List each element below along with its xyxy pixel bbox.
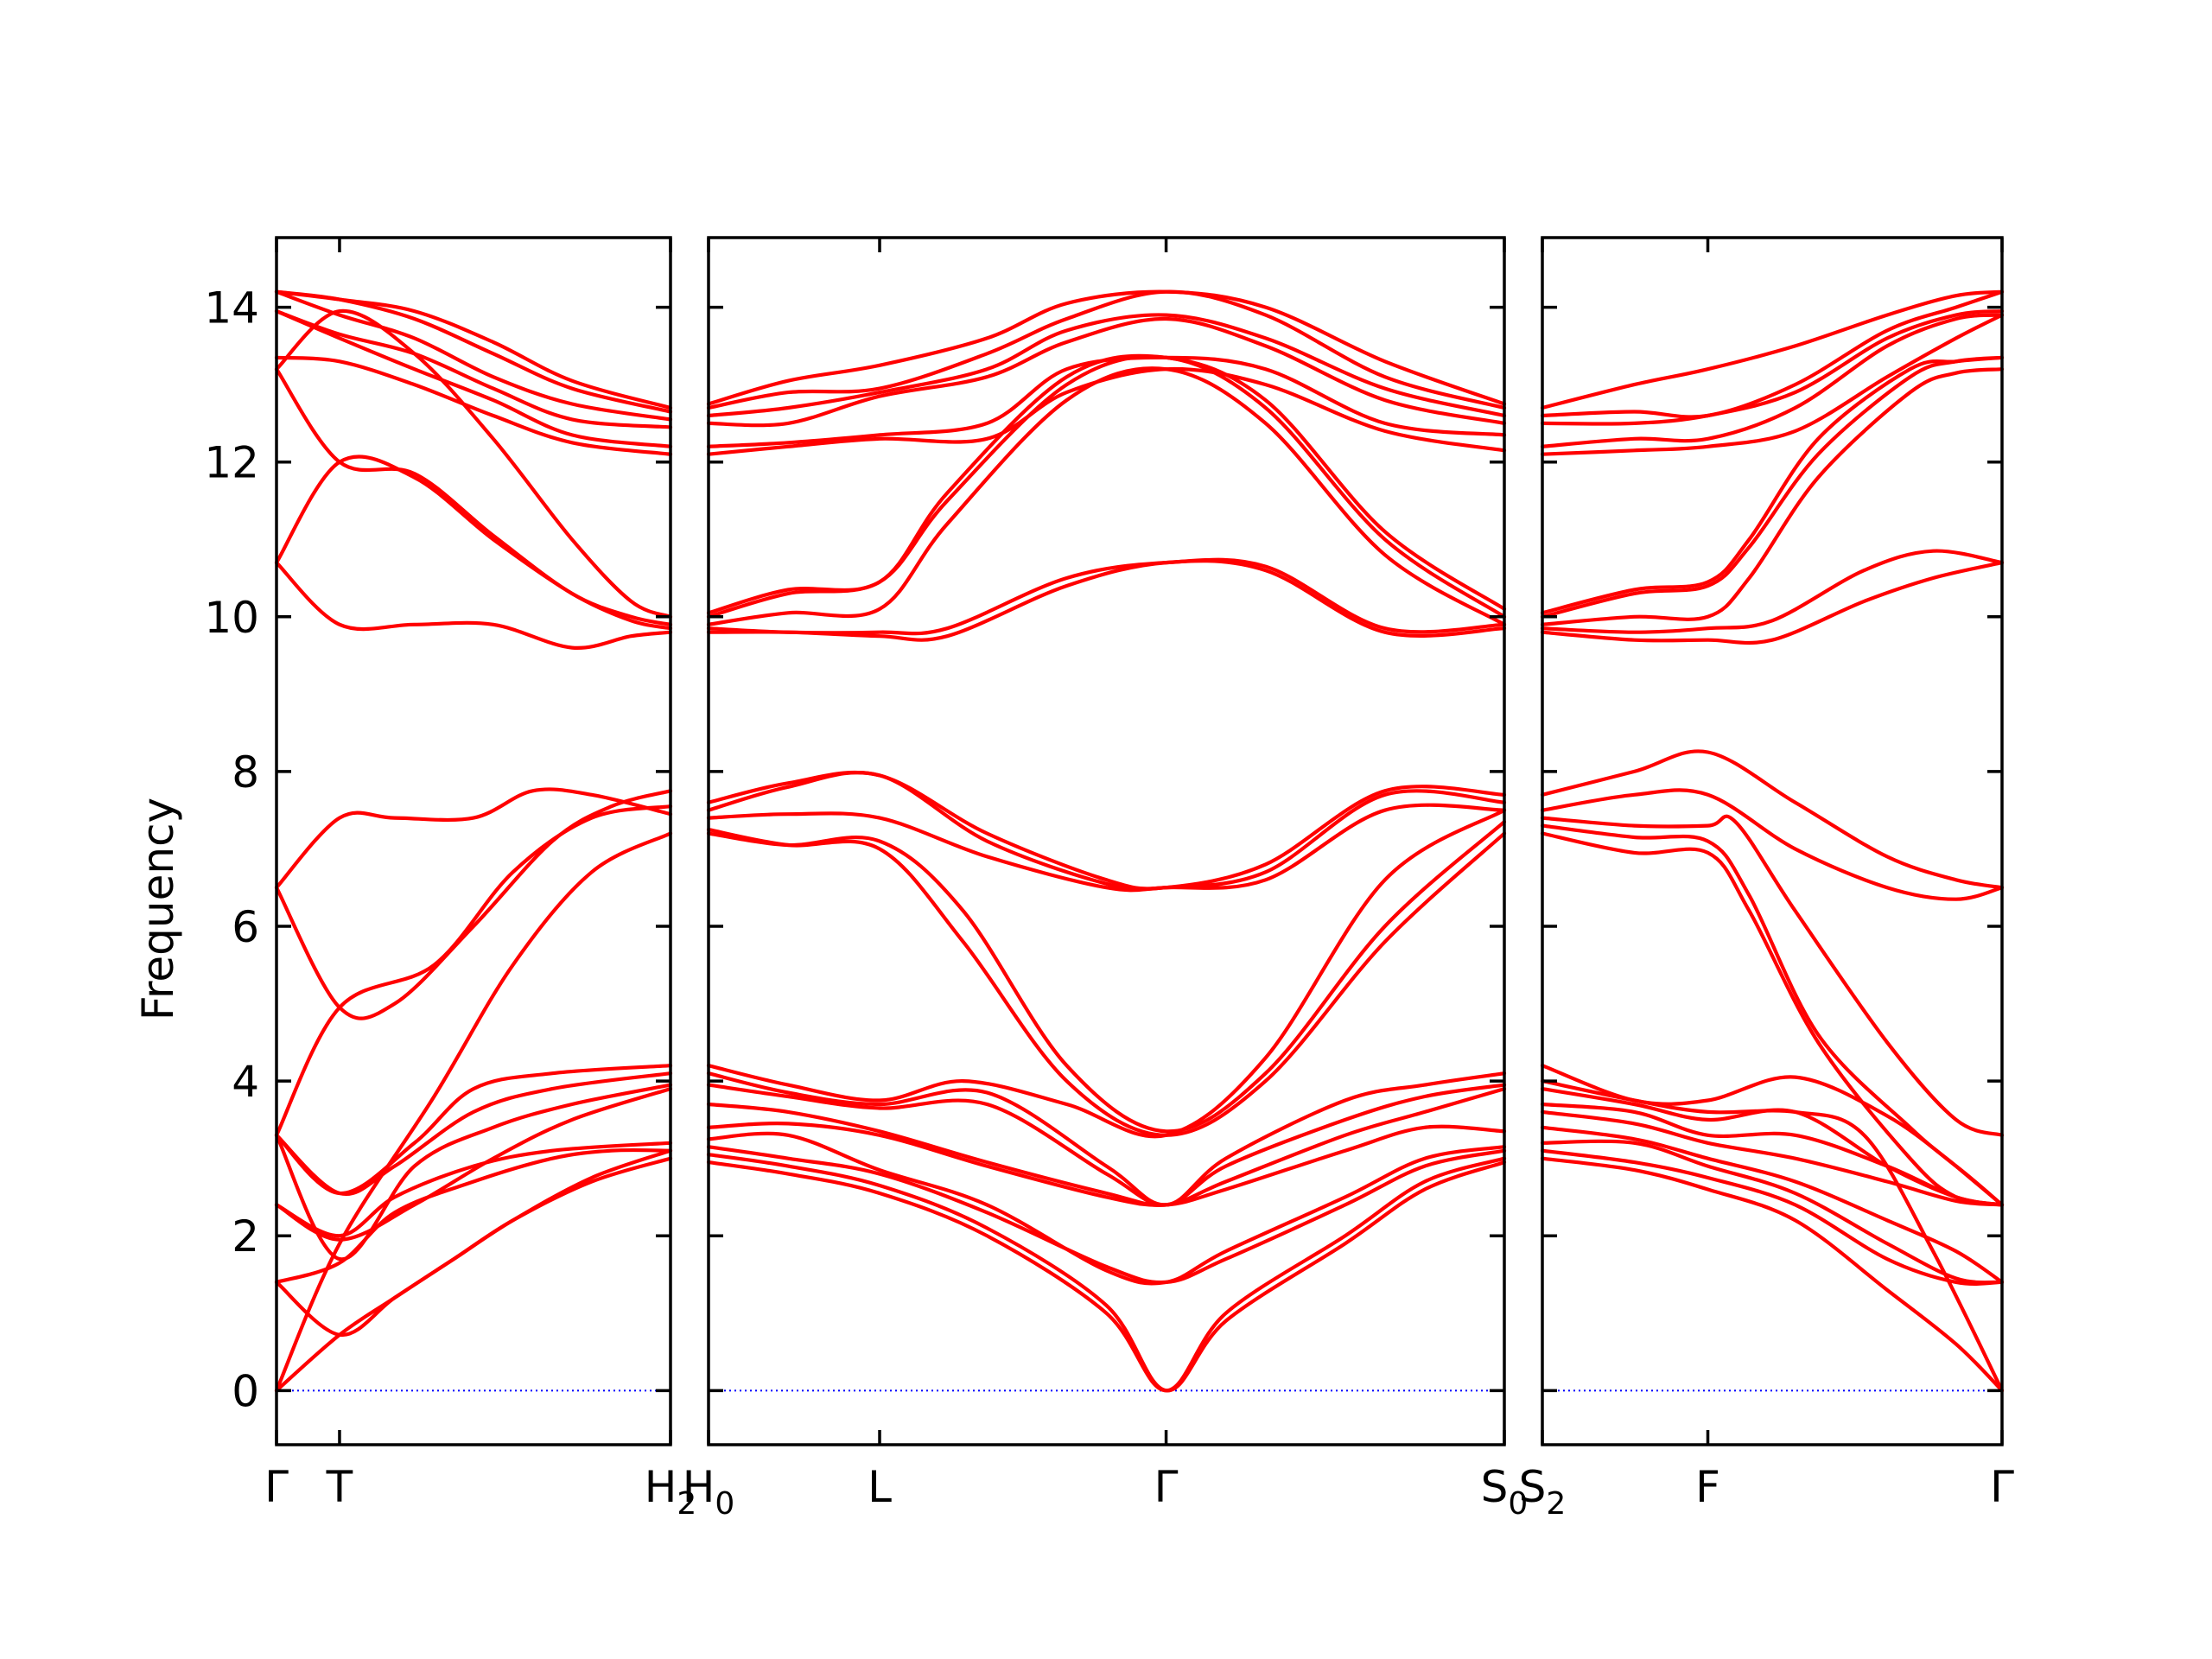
x-tick-label: L bbox=[868, 1462, 892, 1512]
x-tick-label: H2 bbox=[645, 1462, 697, 1522]
band-1 bbox=[1540, 1156, 2005, 1393]
band-20 bbox=[1540, 313, 2005, 456]
band-9 bbox=[706, 808, 1507, 1139]
band-25 bbox=[706, 289, 1507, 406]
band-1 bbox=[706, 1156, 1507, 1393]
band-2 bbox=[706, 1153, 1507, 1393]
band-19 bbox=[274, 309, 673, 429]
band-4 bbox=[274, 1141, 673, 1238]
y-tick-label: 0 bbox=[232, 1366, 259, 1416]
band-8 bbox=[1540, 1079, 2005, 1393]
band-12 bbox=[274, 789, 673, 1020]
band-7 bbox=[706, 1083, 1507, 1207]
band-3 bbox=[274, 1147, 673, 1284]
band-2 bbox=[274, 1148, 673, 1337]
band-4 bbox=[1540, 1125, 2005, 1284]
panel-s2-f-gamma: S2 F Γ bbox=[1519, 236, 2014, 1522]
x-tick-label: S2 bbox=[1519, 1462, 1567, 1522]
band-16 bbox=[1540, 549, 2005, 634]
band-20 bbox=[706, 366, 1507, 456]
band-11 bbox=[706, 820, 1507, 1134]
y-tick-label: 2 bbox=[232, 1211, 259, 1262]
x-tick-label: F bbox=[1695, 1462, 1720, 1512]
band-10 bbox=[706, 828, 1507, 1137]
y-tick-label: 12 bbox=[204, 438, 259, 488]
band-5 bbox=[1540, 1109, 2005, 1207]
band-10 bbox=[1540, 831, 2005, 1207]
band-22 bbox=[706, 316, 1507, 428]
band-23 bbox=[1540, 289, 2005, 419]
band-14 bbox=[1540, 749, 2005, 890]
band-22 bbox=[1540, 309, 2005, 426]
band-5 bbox=[274, 1087, 673, 1242]
band-17 bbox=[706, 366, 1507, 626]
band-17 bbox=[1540, 367, 2005, 626]
band-8 bbox=[706, 1071, 1507, 1207]
band-20 bbox=[274, 289, 673, 422]
y-axis-title: Frequency bbox=[133, 798, 183, 1020]
band-19 bbox=[706, 353, 1507, 615]
band-9 bbox=[274, 831, 673, 1393]
x-tick-label: Γ bbox=[264, 1462, 289, 1512]
band-6 bbox=[274, 1083, 673, 1262]
band-19 bbox=[1540, 355, 2005, 615]
band-12 bbox=[1540, 814, 2005, 1137]
band-17 bbox=[274, 355, 673, 456]
panel-frame bbox=[275, 236, 672, 1446]
band-3 bbox=[706, 1145, 1507, 1285]
band-14 bbox=[706, 770, 1507, 891]
band-15 bbox=[274, 367, 673, 626]
panel-h0-l-gamma-s0: H0 L Γ S0 bbox=[683, 236, 1529, 1522]
band-5 bbox=[706, 1122, 1507, 1207]
band-23 bbox=[706, 313, 1507, 418]
band-16 bbox=[274, 308, 673, 619]
band-3 bbox=[1540, 1139, 2005, 1285]
band-8 bbox=[274, 1064, 673, 1196]
y-tick-label: 14 bbox=[204, 283, 259, 334]
band-21 bbox=[1540, 313, 2005, 448]
panel-frame bbox=[707, 236, 1506, 1446]
band-11 bbox=[274, 787, 673, 890]
x-tick-label: T bbox=[326, 1462, 353, 1512]
band-21 bbox=[706, 355, 1507, 448]
band-6 bbox=[706, 1087, 1507, 1207]
y-tick-label: 8 bbox=[232, 747, 259, 798]
band-24 bbox=[706, 289, 1507, 410]
x-tick-label: Γ bbox=[1154, 1462, 1179, 1512]
panel-frame bbox=[1541, 236, 2004, 1446]
x-tick-label: Γ bbox=[1990, 1462, 2014, 1512]
y-tick-label: 6 bbox=[232, 902, 259, 952]
panel-gamma-t-h2: 0 2 4 6 8 10 12 14 Γ T H2 bbox=[204, 236, 697, 1522]
band-11 bbox=[1540, 823, 2005, 1207]
band-24 bbox=[1540, 289, 2005, 410]
x-tick-label: H0 bbox=[683, 1462, 735, 1522]
band-18 bbox=[274, 309, 673, 448]
y-tick-label: 10 bbox=[204, 593, 259, 643]
band-18 bbox=[1540, 355, 2005, 619]
band-2 bbox=[1540, 1148, 2005, 1286]
band-10 bbox=[274, 804, 673, 1137]
band-4 bbox=[706, 1131, 1507, 1286]
band-22 bbox=[274, 289, 673, 410]
x-tick-label: S0 bbox=[1481, 1462, 1529, 1522]
band-18 bbox=[706, 354, 1507, 619]
y-tick-label: 4 bbox=[232, 1057, 259, 1107]
band-14 bbox=[274, 454, 673, 631]
band-15 bbox=[1540, 561, 2005, 645]
band-13 bbox=[274, 561, 673, 650]
band-13 bbox=[1540, 788, 2005, 901]
band-16 bbox=[706, 557, 1507, 636]
band-12 bbox=[706, 803, 1507, 893]
